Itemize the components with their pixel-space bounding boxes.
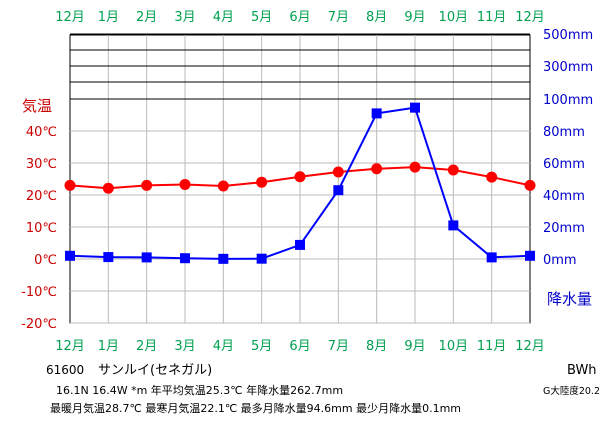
bottom-month-label: 8月 (366, 339, 387, 354)
precipitation-point (371, 108, 382, 119)
temperature-point (141, 179, 153, 191)
bottom-month-label: 9月 (404, 339, 425, 354)
precipitation-point (65, 250, 75, 261)
bottom-month-label: 7月 (328, 339, 349, 354)
left-tick-label: 10℃ (26, 221, 57, 236)
bottom-month-label: 2月 (136, 339, 157, 354)
precipitation-point (141, 252, 152, 263)
bottom-month-label: 12月 (515, 339, 545, 354)
top-month-label: 5月 (251, 10, 272, 25)
right-tick-label: 40mm (543, 189, 585, 204)
info-line-1: 16.1N 16.4W *m 年平均気温25.3℃ 年降水量262.7mm (56, 383, 343, 397)
top-month-label: 12月 (515, 10, 545, 25)
bottom-month-label: 4月 (213, 339, 234, 354)
temperature-point (447, 164, 459, 176)
top-month-label: 6月 (289, 10, 310, 25)
right-axis-ticks: 0mm 20mm 40mm 60mm 80mm 100mm 300mm 500mm (543, 28, 593, 268)
temperature-point (486, 171, 498, 183)
precipitation-point (256, 253, 267, 264)
precipitation-point (218, 253, 229, 264)
top-month-label: 9月 (404, 10, 425, 25)
station-id: 61600 (46, 363, 84, 377)
temperature-point (294, 171, 306, 183)
right-tick-label: 100mm (543, 93, 593, 108)
precipitation-point (333, 185, 344, 196)
right-tick-label: 500mm (543, 28, 593, 43)
top-month-label: 2月 (136, 10, 157, 25)
bottom-month-label: 10月 (439, 339, 469, 354)
bottom-month-label: 1月 (98, 339, 119, 354)
bottom-month-label: 5月 (251, 339, 272, 354)
precipitation-point (486, 252, 497, 263)
series-layer (64, 102, 536, 264)
left-tick-label: -10℃ (21, 285, 57, 300)
top-month-label: 11月 (477, 10, 507, 25)
top-month-label: 7月 (328, 10, 349, 25)
temperature-point (332, 166, 344, 178)
right-axis-label: 降水量 (547, 290, 592, 308)
left-tick-label: -20℃ (21, 317, 57, 332)
precipitation-point (103, 252, 114, 263)
top-month-label: 8月 (366, 10, 387, 25)
bottom-month-label: 6月 (289, 339, 310, 354)
climate-code: BWh (567, 363, 597, 378)
info-line-2: 最暖月気温28.7℃ 最寒月気温22.1℃ 最多月降水量94.6mm 最少月降水… (50, 401, 461, 415)
station-name: サンルイ(セネガル) (98, 363, 212, 378)
right-tick-label: 20mm (543, 221, 585, 236)
climate-region: G大陸度20.2 (543, 385, 600, 397)
left-axis-ticks: 40℃ 30℃ 20℃ 10℃ 0℃ -10℃ -20℃ (21, 125, 57, 332)
top-month-label: 10月 (439, 10, 469, 25)
temperature-point (409, 161, 421, 173)
right-tick-label: 60mm (543, 157, 585, 172)
grid-lines (69, 33, 531, 324)
top-month-labels: 12月 1月 2月 3月 4月 5月 6月 7月 8月 9月 10月 11月 12月 (55, 10, 545, 25)
left-tick-label: 20℃ (26, 189, 57, 204)
bottom-month-label: 11月 (477, 339, 507, 354)
right-tick-label: 0mm (543, 253, 577, 268)
right-tick-label: 300mm (543, 60, 593, 75)
bottom-month-labels: 12月 1月 2月 3月 4月 5月 6月 7月 8月 9月 10月 11月 12月 (55, 339, 545, 354)
left-tick-label: 30℃ (26, 157, 57, 172)
temperature-point (256, 176, 268, 188)
temperature-point (102, 182, 114, 194)
temperature-point (64, 179, 76, 191)
precipitation-point (295, 239, 305, 250)
top-month-label: 4月 (213, 10, 234, 25)
bottom-month-label: 3月 (174, 339, 195, 354)
left-axis-label: 気温 (22, 97, 52, 115)
temperature-point (524, 179, 536, 191)
bottom-month-label: 12月 (55, 339, 85, 354)
left-tick-label: 40℃ (26, 125, 57, 140)
temperature-point (371, 163, 383, 175)
precipitation-point (180, 253, 190, 264)
right-tick-label: 80mm (543, 125, 585, 140)
temperature-point (179, 178, 191, 190)
left-tick-label: 0℃ (34, 253, 57, 268)
precipitation-point (448, 220, 459, 231)
precipitation-point (410, 102, 420, 113)
temperature-point (217, 180, 229, 192)
top-month-label: 12月 (55, 10, 85, 25)
top-month-label: 3月 (174, 10, 195, 25)
precipitation-point (525, 250, 535, 261)
top-month-label: 1月 (98, 10, 119, 25)
